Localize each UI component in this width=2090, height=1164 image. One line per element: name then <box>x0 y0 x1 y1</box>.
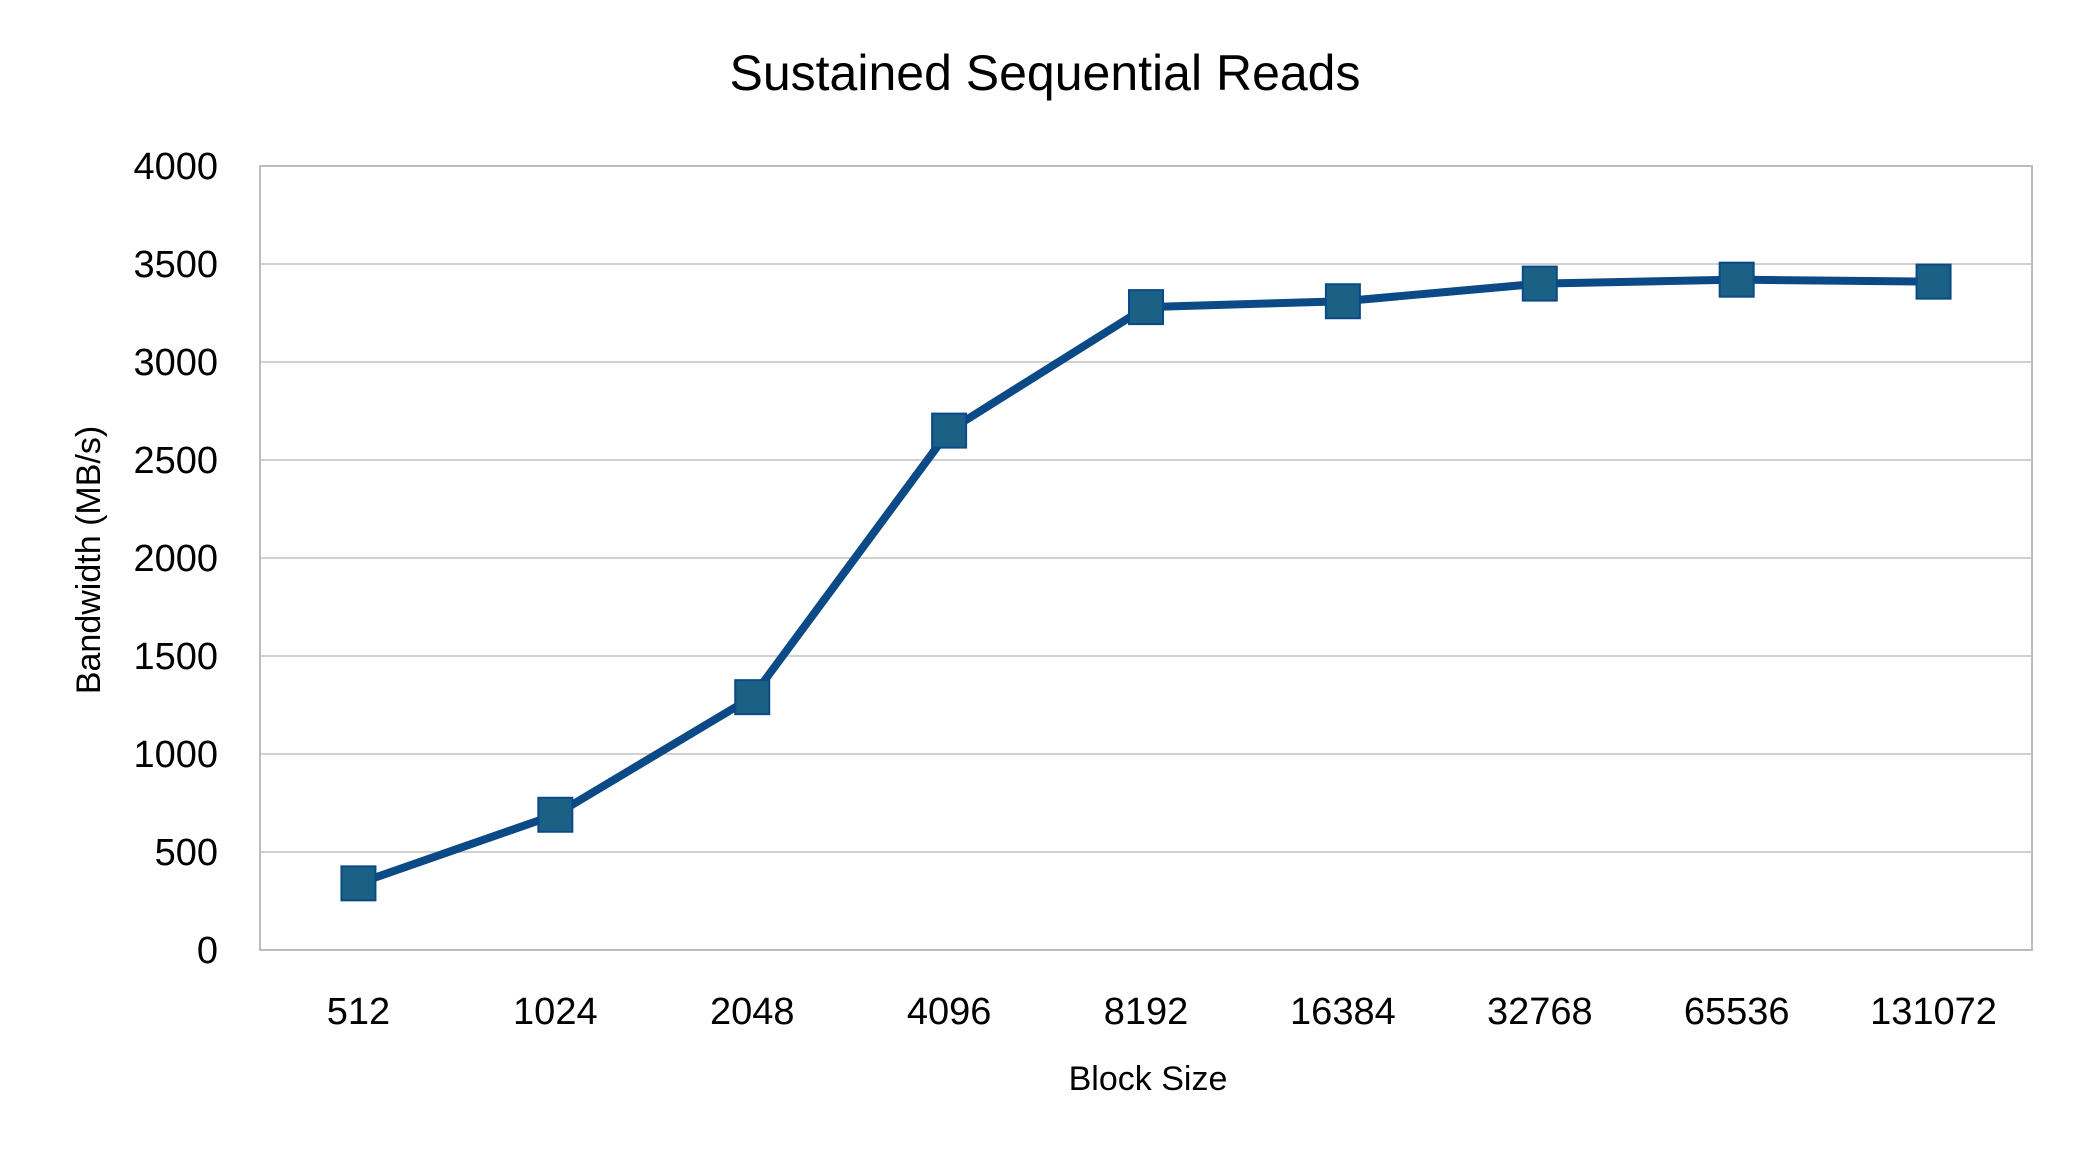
data-point-marker <box>340 865 377 902</box>
x-axis-ticks: 512 1024 2048 4096 8192 16384 32768 65536 131072 <box>327 991 1997 1033</box>
y-axis-label: Bandwidth (MB/s) <box>70 426 108 694</box>
y-tick-label: 2000 <box>133 538 218 580</box>
x-tick-label: 2048 <box>710 991 795 1033</box>
data-point-marker <box>1324 283 1361 320</box>
x-tick-label: 16384 <box>1290 991 1396 1033</box>
series-bandwidth <box>340 261 1952 902</box>
y-tick-label: 1000 <box>133 734 218 776</box>
x-tick-label: 8192 <box>1104 991 1189 1033</box>
data-point-marker <box>1718 261 1755 298</box>
series-line <box>354 275 1938 888</box>
x-tick-label: 1024 <box>513 991 598 1033</box>
y-tick-label: 4000 <box>133 146 218 188</box>
x-tick-label: 65536 <box>1684 991 1790 1033</box>
y-tick-label: 0 <box>197 930 218 972</box>
y-axis-ticks: 0 500 1000 1500 2000 2500 3000 3500 4000 <box>133 146 218 972</box>
data-point-marker <box>1521 265 1558 302</box>
chart-title: Sustained Sequential Reads <box>729 45 1360 101</box>
y-tick-label: 3000 <box>133 342 218 384</box>
data-point-marker <box>1915 263 1952 300</box>
plot-area-border <box>259 165 2033 951</box>
y-tick-label: 500 <box>155 832 218 874</box>
y-tick-label: 1500 <box>133 636 218 678</box>
data-point-marker <box>931 412 968 449</box>
x-tick-label: 131072 <box>1870 991 1997 1033</box>
x-tick-label: 32768 <box>1487 991 1593 1033</box>
y-tick-label: 3500 <box>133 244 218 286</box>
x-axis-label: Block Size <box>1069 1060 1228 1098</box>
data-point-marker <box>537 796 574 833</box>
x-tick-label: 512 <box>327 991 390 1033</box>
data-point-marker <box>734 679 771 716</box>
y-tick-label: 2500 <box>133 440 218 482</box>
data-point-marker <box>1128 289 1164 326</box>
x-tick-label: 4096 <box>907 991 992 1033</box>
